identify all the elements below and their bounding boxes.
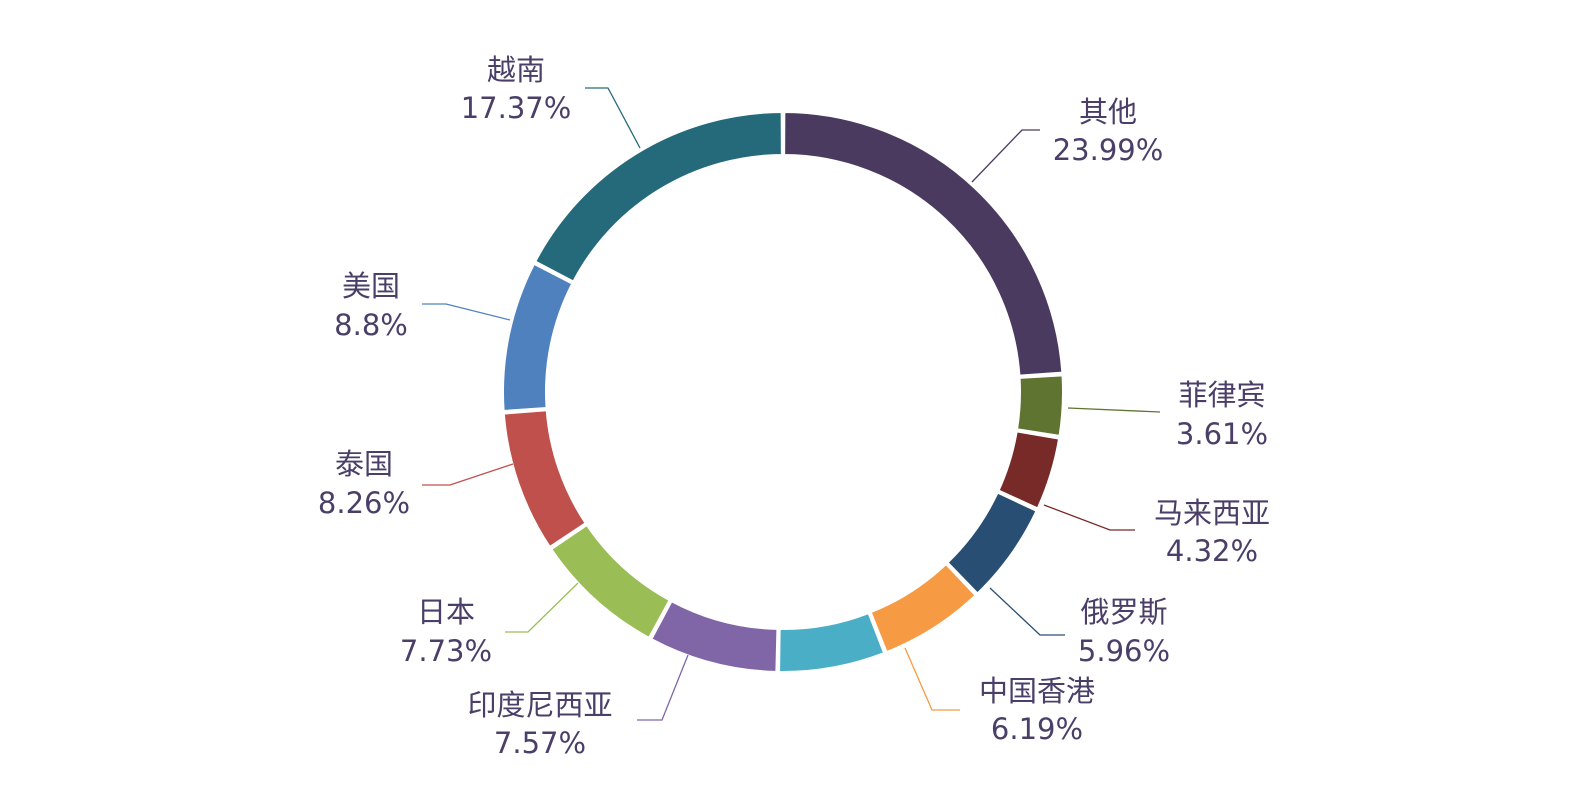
labels-layer: 其他 23.99% 菲律宾 3.61% 马来西亚 4.32% 俄罗斯 5.96% 中国香港 6.1… [318, 53, 1270, 760]
donut-slice [533, 110, 783, 283]
leader-lines-layer [422, 87, 1161, 721]
slice-value-label: 6.19% [991, 712, 1083, 746]
slice-value-label: 4.32% [1166, 534, 1258, 568]
slice-value-label: 5.96% [1078, 634, 1170, 668]
slice-category-label: 马来西亚 [1154, 496, 1270, 530]
leader-line [422, 463, 514, 486]
leader-line [1043, 504, 1135, 531]
slice-value-label: 17.37% [461, 91, 572, 125]
slice-value-label: 7.73% [400, 634, 492, 668]
leader-line [971, 129, 1040, 183]
donut-slice [502, 262, 574, 413]
slice-category-label: 菲律宾 [1178, 378, 1265, 412]
slice-category-label: 越南 [487, 53, 545, 87]
leader-line [585, 87, 641, 149]
slice-category-label: 印度尼西亚 [467, 688, 612, 722]
donut-slice [946, 491, 1038, 595]
donut-slice [1015, 374, 1064, 438]
donut-slice [783, 110, 1064, 377]
slice-category-label: 俄罗斯 [1080, 595, 1167, 629]
slice-category-label: 其他 [1079, 95, 1137, 129]
leader-line [989, 587, 1065, 636]
slice-category-label: 日本 [417, 595, 475, 629]
leader-line [422, 303, 511, 321]
donut-slice [549, 523, 671, 640]
slice-category-label: 中国香港 [979, 674, 1095, 708]
donut-slice [778, 611, 886, 673]
leader-line [637, 654, 689, 721]
slices-layer [502, 110, 1064, 673]
donut-slice [502, 409, 587, 549]
donut-slice [650, 599, 779, 673]
slice-category-label: 美国 [342, 269, 400, 303]
slice-value-label: 8.26% [318, 486, 410, 520]
slice-value-label: 7.57% [494, 726, 586, 760]
donut-slice [997, 430, 1061, 510]
slice-value-label: 23.99% [1053, 133, 1164, 167]
slice-value-label: 3.61% [1176, 417, 1268, 451]
leader-line [904, 647, 960, 711]
donut-slice [869, 562, 977, 654]
leader-line [505, 582, 579, 633]
slice-value-label: 8.8% [334, 308, 408, 342]
slice-category-label: 泰国 [335, 447, 393, 481]
leader-line [1067, 407, 1161, 413]
